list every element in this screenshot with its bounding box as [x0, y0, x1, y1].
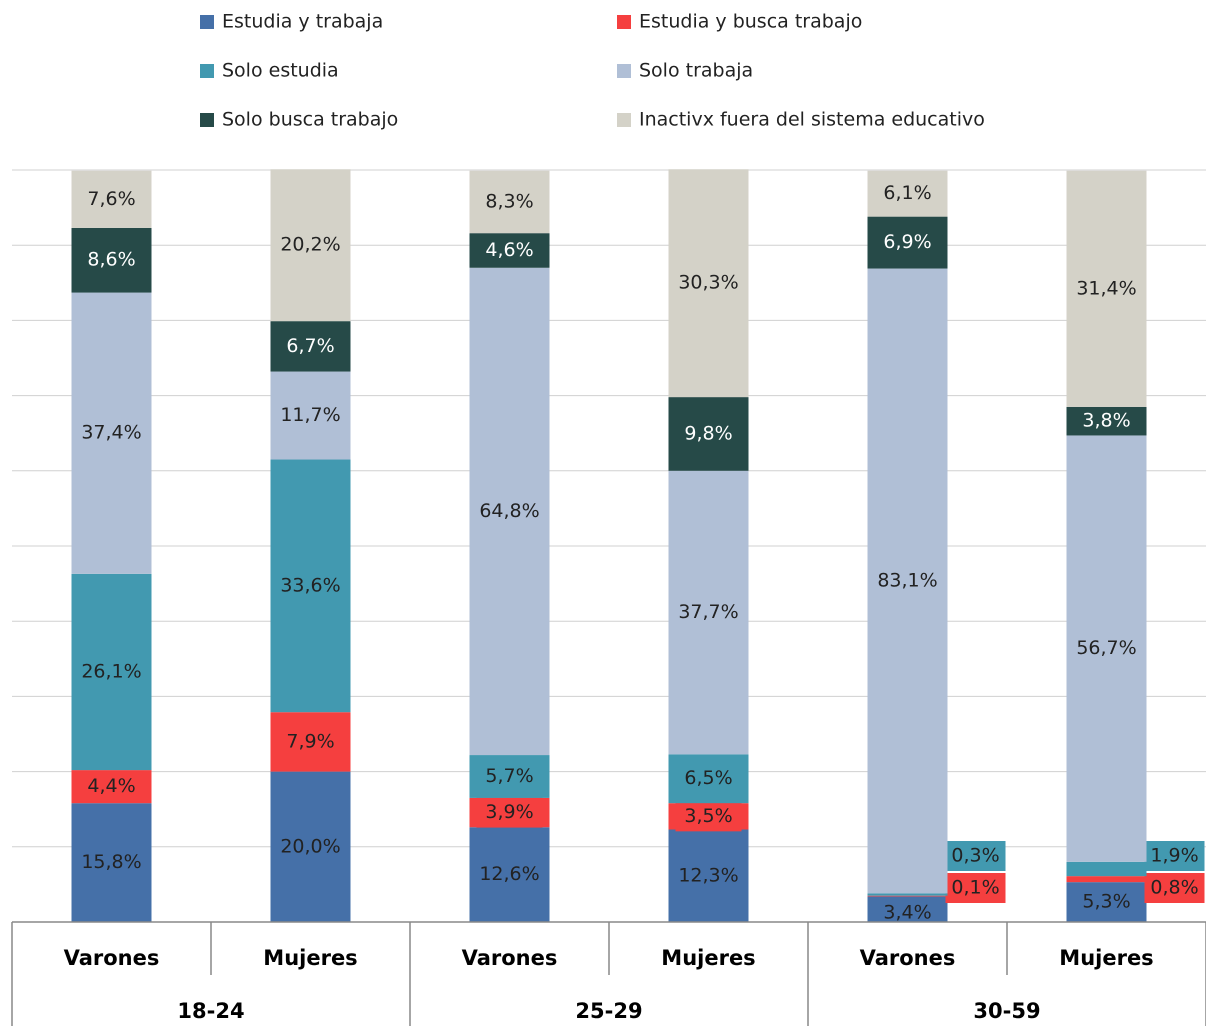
- data-label: 4,4%: [87, 775, 135, 797]
- data-label: 0,8%: [1150, 877, 1198, 899]
- label-box: [476, 797, 543, 828]
- group-label: 25-29: [575, 999, 642, 1023]
- bar-segment: [71, 803, 152, 922]
- data-label: 3,9%: [485, 801, 533, 823]
- legend-swatch: [200, 15, 214, 29]
- bar-segment: [270, 371, 351, 460]
- data-label: 33,6%: [280, 574, 340, 596]
- x-tick-label: Mujeres: [661, 946, 755, 970]
- group-label: 18-24: [177, 999, 244, 1023]
- bar-segment: [469, 827, 550, 922]
- x-tick-label: Mujeres: [1059, 946, 1153, 970]
- bar-segment: [1066, 170, 1147, 407]
- data-label: 1,9%: [1150, 845, 1198, 867]
- legend-swatch: [617, 113, 631, 127]
- data-label: 7,6%: [87, 188, 135, 210]
- bar-segment: [1066, 882, 1147, 922]
- label-box: [945, 873, 1006, 903]
- bar-segment: [1066, 435, 1147, 862]
- bar-segment: [867, 895, 948, 897]
- data-label: 20,0%: [280, 835, 340, 857]
- label-box: [476, 761, 543, 792]
- data-label: 0,1%: [951, 877, 999, 899]
- legend-swatch: [617, 15, 631, 29]
- bar-segment: [469, 267, 550, 756]
- data-label: 3,5%: [684, 805, 732, 827]
- x-tick-label: Varones: [860, 946, 956, 970]
- bar-segment: [668, 754, 749, 804]
- data-label: 31,4%: [1076, 277, 1136, 299]
- data-label: 15,8%: [81, 851, 141, 873]
- label-box: [1144, 873, 1205, 903]
- legend-label: Solo busca trabajo: [222, 109, 398, 131]
- bar-segment: [867, 216, 948, 269]
- data-label: 5,3%: [1082, 891, 1130, 913]
- bar-segment: [1066, 861, 1147, 877]
- data-label: 64,8%: [479, 500, 539, 522]
- data-label: 8,6%: [87, 249, 135, 271]
- bar-segment: [469, 170, 550, 234]
- data-label: 6,5%: [684, 767, 732, 789]
- legend-label: Inactivx fuera del sistema educativo: [639, 109, 985, 131]
- data-label: 6,1%: [883, 182, 931, 204]
- label-box: [78, 771, 145, 802]
- data-label: 12,3%: [678, 864, 738, 886]
- data-label: 20,2%: [280, 234, 340, 256]
- x-tick-label: Mujeres: [263, 946, 357, 970]
- bar-segment: [668, 829, 749, 922]
- label-box: [1144, 841, 1205, 871]
- data-label: 30,3%: [678, 272, 738, 294]
- bar-segment: [867, 896, 948, 922]
- bar-segment: [270, 321, 351, 372]
- label-box: [945, 841, 1006, 871]
- data-label: 26,1%: [81, 660, 141, 682]
- bar-segment: [270, 771, 351, 922]
- bar-segment: [71, 292, 152, 574]
- data-label: 7,9%: [286, 730, 334, 752]
- data-label: 9,8%: [684, 422, 732, 444]
- legend-label: Estudia y busca trabajo: [639, 11, 862, 33]
- legend-label: Solo estudia: [222, 60, 339, 82]
- data-label: 0,3%: [951, 845, 999, 867]
- legend-swatch: [200, 113, 214, 127]
- x-tick-label: Varones: [462, 946, 558, 970]
- legend-label: Solo trabaja: [639, 60, 753, 82]
- bar-segment: [867, 170, 948, 217]
- data-label: 8,3%: [485, 190, 533, 212]
- legend-swatch: [617, 64, 631, 78]
- bar-segment: [71, 573, 152, 771]
- legend-label: Estudia y trabaja: [222, 11, 383, 33]
- data-label: 4,6%: [485, 239, 533, 261]
- data-label: 37,4%: [81, 422, 141, 444]
- data-label: 3,8%: [1082, 410, 1130, 432]
- label-box: [675, 801, 742, 832]
- bar-segment: [71, 227, 152, 293]
- data-label: 3,4%: [883, 902, 931, 924]
- bar-segment: [270, 712, 351, 772]
- data-label: 6,7%: [286, 335, 334, 357]
- bar-segment: [71, 170, 152, 228]
- data-label: 12,6%: [479, 863, 539, 885]
- data-label: 11,7%: [280, 404, 340, 426]
- data-label: 83,1%: [877, 569, 937, 591]
- data-label: 6,9%: [883, 231, 931, 253]
- bar-segment: [867, 268, 948, 894]
- bar-segment: [668, 169, 749, 398]
- bar-segment: [270, 459, 351, 713]
- bar-segment: [270, 169, 351, 322]
- group-label: 30-59: [973, 999, 1040, 1023]
- legend-swatch: [200, 64, 214, 78]
- bar-segment: [1066, 406, 1147, 436]
- data-label: 5,7%: [485, 765, 533, 787]
- bar-segment: [469, 233, 550, 268]
- bar-segment: [668, 397, 749, 471]
- data-label: 56,7%: [1076, 637, 1136, 659]
- bar-segment: [668, 470, 749, 755]
- bar-segment: [1066, 876, 1147, 883]
- bar-segment: [867, 893, 948, 896]
- data-label: 37,7%: [678, 601, 738, 623]
- x-tick-label: Varones: [64, 946, 160, 970]
